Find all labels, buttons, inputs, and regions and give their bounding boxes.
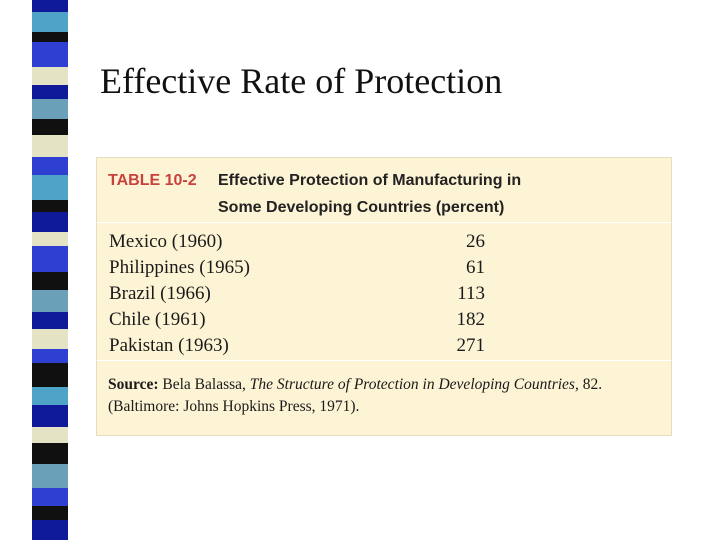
strip-block — [32, 427, 68, 444]
strip-block — [32, 211, 68, 232]
value-cell: 182 — [456, 309, 486, 330]
table-body: Mexico (1960) 26 Philippines (1965) 61 B… — [97, 223, 671, 361]
table-row: Mexico (1960) 26 — [97, 231, 671, 257]
table-panel: TABLE 10-2 Effective Protection of Manuf… — [96, 157, 672, 436]
country-cell: Brazil (1966) — [109, 283, 211, 304]
decorative-strip — [32, 0, 68, 540]
table-caption: Effective Protection of Manufacturing in… — [218, 167, 618, 221]
strip-block — [32, 290, 68, 313]
value-cell: 61 — [466, 257, 485, 278]
value-cell: 271 — [456, 335, 486, 356]
strip-block — [32, 199, 68, 212]
slide-title: Effective Rate of Protection — [100, 61, 503, 101]
country-cell: Philippines (1965) — [109, 257, 250, 278]
table-source-note: Source: Bela Balassa, The Structure of P… — [108, 374, 664, 418]
table-row: Brazil (1966) 113 — [97, 283, 671, 309]
strip-block — [32, 84, 68, 99]
strip-block — [32, 487, 68, 506]
country-cell: Chile (1961) — [109, 309, 206, 330]
strip-block — [32, 328, 68, 349]
strip-block — [32, 135, 68, 158]
table-row: Philippines (1965) 61 — [97, 257, 671, 283]
strip-block — [32, 175, 68, 200]
source-author: Bela Balassa, — [162, 376, 246, 393]
strip-block — [32, 0, 68, 13]
strip-block — [32, 362, 68, 387]
table-caption-line1: Effective Protection of Manufacturing in — [218, 172, 522, 189]
strip-block — [32, 157, 68, 176]
strip-block — [32, 118, 68, 136]
country-cell: Pakistan (1963) — [109, 335, 229, 356]
strip-block — [32, 66, 68, 85]
strip-block — [32, 519, 68, 540]
table-row: Pakistan (1963) 271 — [97, 335, 671, 361]
strip-block — [32, 463, 68, 488]
source-label: Source: — [108, 376, 159, 393]
strip-block — [32, 12, 68, 33]
table-header: TABLE 10-2 Effective Protection of Manuf… — [97, 158, 671, 223]
country-cell: Mexico (1960) — [109, 231, 223, 252]
source-book-title: The Structure of Protection in Developin… — [249, 376, 575, 393]
strip-block — [32, 272, 68, 291]
strip-block — [32, 98, 68, 119]
strip-block — [32, 312, 68, 329]
source-details: , 82. (Baltimore: Johns Hopkins Press, 1… — [108, 376, 603, 415]
strip-block — [32, 505, 68, 520]
strip-block — [32, 42, 68, 67]
table-number: TABLE 10-2 — [108, 172, 197, 189]
strip-block — [32, 245, 68, 273]
strip-block — [32, 443, 68, 464]
strip-block — [32, 386, 68, 406]
strip-block — [32, 348, 68, 363]
table-row: Chile (1961) 182 — [97, 309, 671, 335]
value-cell: 113 — [457, 283, 485, 304]
strip-block — [32, 231, 68, 246]
table-caption-line2: Some Developing Countries (percent) — [218, 199, 505, 216]
value-cell: 26 — [466, 231, 485, 252]
strip-block — [32, 405, 68, 428]
strip-block — [32, 32, 68, 43]
